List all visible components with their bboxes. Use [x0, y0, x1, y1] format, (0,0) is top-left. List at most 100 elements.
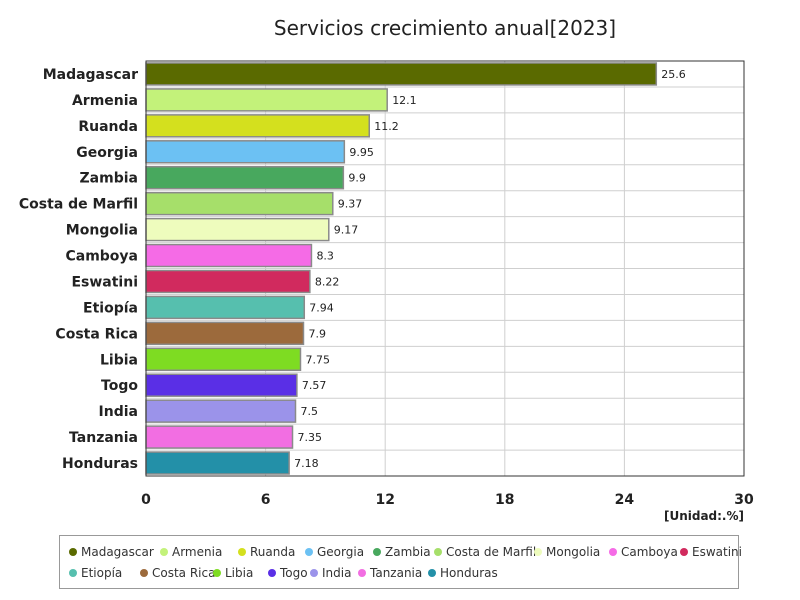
legend-item: Costa de Marfil — [434, 545, 536, 559]
legend-swatch — [140, 569, 148, 577]
value-label: 9.37 — [338, 198, 363, 211]
legend-label: Camboya — [621, 545, 678, 559]
value-label: 9.9 — [348, 172, 366, 185]
legend-label: Georgia — [317, 545, 365, 559]
legend-swatch — [428, 569, 436, 577]
value-label: 12.1 — [392, 94, 417, 107]
bar — [145, 295, 306, 320]
value-label: 7.57 — [302, 379, 327, 392]
category-label: Togo — [101, 378, 138, 394]
x-tick-label: 12 — [375, 492, 394, 508]
bar — [145, 451, 290, 475]
legend-swatch — [268, 569, 276, 577]
value-label: 8.3 — [316, 250, 334, 263]
legend-item: Costa Rica — [140, 566, 215, 580]
category-label: Costa de Marfil — [19, 197, 138, 213]
legend-label: Costa de Marfil — [446, 545, 537, 559]
legend-item: Togo — [268, 566, 308, 580]
bar — [145, 425, 294, 449]
legend-swatch — [69, 548, 77, 556]
bar — [145, 166, 345, 190]
value-label: 7.5 — [301, 405, 319, 418]
legend-item: Mongolia — [534, 545, 600, 559]
bar — [145, 321, 305, 346]
x-tick-label: 18 — [495, 492, 514, 508]
legend-item: Eswatini — [680, 545, 742, 559]
legend-item: India — [310, 566, 351, 580]
legend-label: Ruanda — [250, 545, 296, 559]
bar — [145, 373, 298, 397]
legend-label: Zambia — [385, 545, 431, 559]
value-label: 7.75 — [305, 353, 330, 366]
value-label: 25.6 — [661, 68, 686, 81]
x-tick-label: 30 — [734, 492, 754, 508]
legend-swatch — [310, 569, 318, 577]
category-label: Eswatini — [71, 274, 138, 290]
legend-label: Honduras — [440, 566, 498, 580]
category-label: Camboya — [65, 249, 138, 265]
chart-title: Servicios crecimiento anual[2023] — [273, 16, 617, 40]
bar — [145, 114, 371, 138]
legend-item: Honduras — [428, 566, 498, 580]
bar — [145, 347, 302, 371]
bar — [145, 62, 658, 86]
category-label: Zambia — [80, 171, 138, 187]
unit-label: [Unidad:.%] — [663, 509, 744, 523]
legend-item: Madagascar — [69, 545, 154, 559]
bar — [145, 243, 313, 268]
legend-label: Mongolia — [546, 545, 601, 559]
legend-swatch — [69, 569, 77, 577]
legend-label: Madagascar — [81, 545, 154, 559]
legend-item: Tanzania — [358, 566, 422, 580]
legend-label: Costa Rica — [152, 566, 216, 580]
category-label: Madagascar — [43, 67, 138, 83]
legend-swatch — [373, 548, 381, 556]
legend-swatch — [238, 548, 246, 556]
bar — [145, 269, 311, 294]
category-label: Ruanda — [78, 119, 138, 135]
value-label: 11.2 — [374, 120, 399, 133]
category-label: India — [99, 404, 138, 420]
bar — [145, 217, 330, 242]
legend-swatch — [434, 548, 442, 556]
value-label: 8.22 — [315, 275, 340, 288]
legend-swatch — [305, 548, 313, 556]
legend-label: Tanzania — [370, 566, 423, 580]
legend-swatch — [160, 548, 168, 556]
category-label: Etiopía — [83, 300, 138, 316]
category-label: Mongolia — [66, 223, 138, 239]
legend-item: Armenia — [160, 545, 222, 559]
value-label: 9.17 — [334, 224, 359, 237]
legend-label: Armenia — [172, 545, 223, 559]
value-label: 7.9 — [308, 327, 326, 340]
chart-legend: Madagascar Armenia Ruanda Georgia Zambia Cost… — [59, 535, 742, 589]
legend-swatch — [680, 548, 688, 556]
legend-label: India — [322, 566, 352, 580]
value-label: 9.95 — [349, 146, 374, 159]
legend-item: Camboya — [609, 545, 678, 559]
value-label: 7.18 — [294, 457, 319, 470]
category-label: Honduras — [62, 456, 138, 472]
value-label: 7.35 — [298, 431, 323, 444]
legend-swatch — [609, 548, 617, 556]
legend-label: Togo — [280, 566, 308, 580]
legend-item: Ruanda — [238, 545, 295, 559]
legend-label: Etiopía — [81, 566, 123, 580]
plot-border — [145, 60, 745, 477]
bar — [145, 191, 334, 216]
x-tick-label: 6 — [261, 492, 271, 508]
bar — [145, 399, 297, 423]
value-label: 7.94 — [309, 301, 334, 314]
bar — [145, 88, 388, 112]
legend-item: Libia — [213, 566, 253, 580]
legend-item: Georgia — [305, 545, 364, 559]
legend-swatch — [534, 548, 542, 556]
legend-swatch — [213, 569, 221, 577]
category-label: Libia — [100, 352, 138, 368]
legend-item: Etiopía — [69, 566, 122, 580]
legend-swatch — [358, 569, 366, 577]
x-tick-label: 0 — [141, 492, 151, 508]
category-label: Armenia — [72, 93, 138, 109]
category-label: Tanzania — [69, 430, 138, 446]
